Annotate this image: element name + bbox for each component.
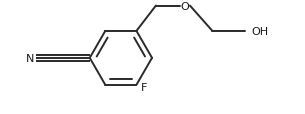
Text: O: O <box>181 2 189 12</box>
Text: F: F <box>141 82 148 92</box>
Text: N: N <box>26 53 34 63</box>
Text: OH: OH <box>251 27 268 37</box>
